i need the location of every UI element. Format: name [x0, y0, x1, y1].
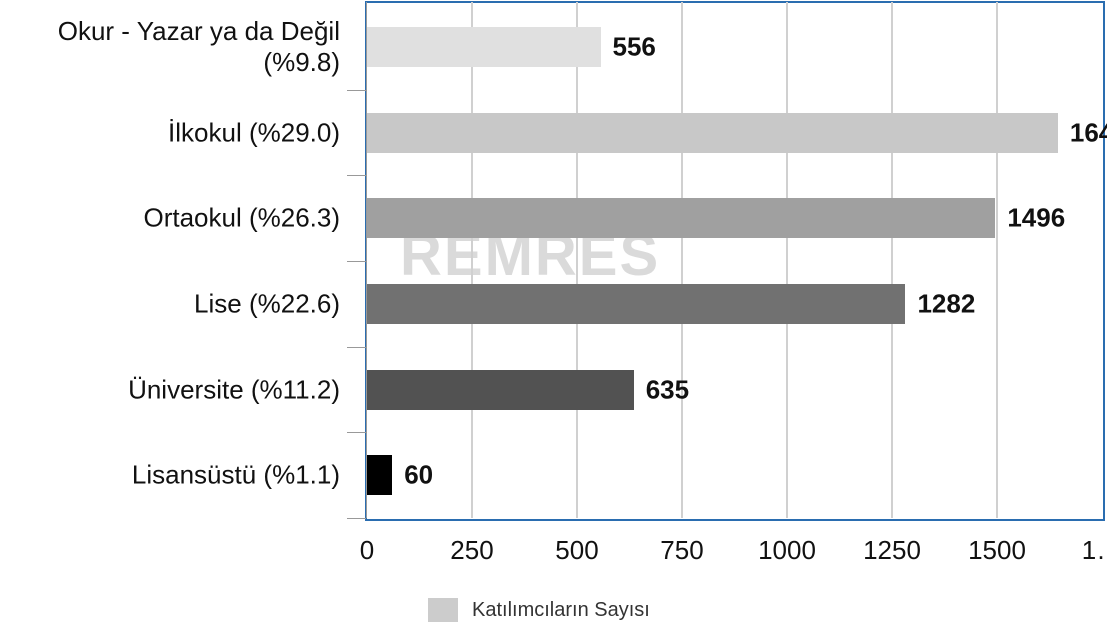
legend-swatch	[428, 598, 458, 622]
y-tick-label: Okur - Yazar ya da Değil (%9.8)	[57, 15, 340, 77]
bar	[367, 283, 906, 324]
value-label: 1496	[1007, 202, 1066, 233]
bar	[367, 369, 634, 410]
bar	[367, 112, 1058, 153]
x-tick-label: 1250	[863, 535, 921, 565]
bar	[367, 26, 601, 67]
y-tick-label: Lisansüstü (%1.1)	[131, 459, 340, 490]
y-tick	[347, 261, 366, 262]
value-label: 635	[645, 374, 690, 404]
grid-line	[576, 2, 578, 518]
x-tick-label: 500	[555, 535, 599, 565]
y-tick	[347, 432, 366, 434]
y-tick	[347, 346, 366, 348]
grid-line	[681, 2, 683, 518]
value-label: 556	[612, 31, 656, 62]
x-tick-label: 0	[359, 535, 375, 565]
legend: Katılımcıların Sayısı	[428, 598, 650, 622]
bar	[367, 198, 996, 239]
y-axis	[366, 2, 367, 518]
y-tick	[347, 518, 366, 519]
bar	[367, 455, 393, 496]
x-tick-label: 1000	[758, 535, 816, 565]
y-tick	[347, 89, 366, 91]
grid-line	[471, 2, 473, 518]
grid-line	[786, 2, 788, 518]
value-label: 1282	[917, 288, 976, 319]
grid-line	[996, 2, 998, 518]
y-tick-label: Üniversite (%11.2)	[128, 374, 340, 404]
value-label: 1645	[1069, 117, 1107, 147]
y-tick	[347, 175, 366, 177]
legend-label: Katılımcıların Sayısı	[472, 598, 650, 621]
value-label: 60	[404, 459, 434, 490]
grid-line	[891, 2, 893, 518]
x-tick-label: 1500	[968, 535, 1026, 565]
x-tick-label: 750	[660, 535, 704, 565]
x-tick-label: 250	[450, 535, 494, 565]
y-tick-label: İlkokul (%29.0)	[168, 117, 340, 147]
y-tick-label: Ortaokul (%26.3)	[143, 202, 340, 233]
y-tick-label: Lise (%22.6)	[194, 288, 340, 319]
x-tick-label: 1…	[1081, 535, 1107, 565]
